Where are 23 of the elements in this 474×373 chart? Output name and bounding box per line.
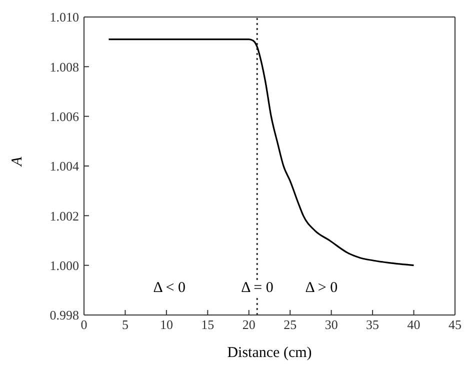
annotation: Δ > 0 (303, 280, 340, 297)
x-tick-label: 10 (160, 317, 173, 332)
x-tick-label: 25 (284, 317, 297, 332)
y-tick-label: 1.002 (50, 208, 79, 224)
annotation: Δ = 0 (239, 280, 276, 297)
x-tick-label: 30 (324, 317, 338, 332)
x-tick-label: 45 (448, 317, 462, 332)
line-series (108, 38, 415, 266)
y-axis-title: A (9, 156, 26, 167)
x-tick-label: 15 (201, 317, 214, 332)
annotation: Δ < 0 (151, 280, 188, 297)
x-axis-title: Distance (cm) (227, 345, 312, 361)
y-tick-label: 1.004 (50, 158, 80, 174)
x-tick-label: 0 (80, 317, 88, 332)
y-tick-label: 1.008 (50, 59, 79, 74)
x-tick-label: 35 (366, 317, 380, 332)
y-tick-label: 0.998 (50, 308, 79, 323)
x-tick-label: 40 (407, 317, 420, 332)
y-tick-label: 1.000 (50, 258, 79, 273)
x-tick-label: 5 (122, 317, 128, 332)
y-tick-label: 1.010 (50, 10, 79, 25)
y-tick-label: 1.006 (50, 108, 80, 124)
x-tick-label: 20 (242, 317, 256, 332)
